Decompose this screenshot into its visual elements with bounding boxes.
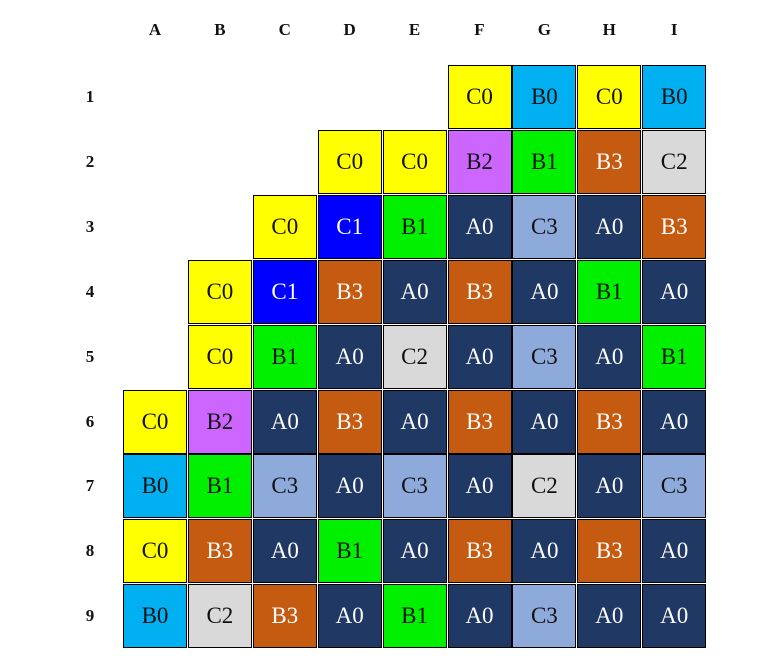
cell-d7: A0 <box>317 454 382 519</box>
cell-e3: B1 <box>382 194 447 259</box>
cell-e7: C3 <box>382 454 447 519</box>
cell-e2: C0 <box>382 129 447 194</box>
cell-e4: A0 <box>382 259 447 324</box>
cell-d3: C1 <box>317 194 382 259</box>
cell-d8: B1 <box>317 519 382 584</box>
cell-i7: C3 <box>642 454 707 519</box>
row-header-9: 9 <box>85 606 95 626</box>
cell-i8: A0 <box>642 519 707 584</box>
row-header-2: 2 <box>85 151 95 171</box>
cell-g9: C3 <box>512 584 577 649</box>
cell-i6: A0 <box>642 389 707 454</box>
cell-e5: C2 <box>382 324 447 389</box>
cell-d2: C0 <box>317 129 382 194</box>
cell-b4: C0 <box>187 259 252 324</box>
cell-f4: B3 <box>447 259 512 324</box>
cell-i1: B0 <box>642 65 707 129</box>
row-header-1: 1 <box>85 87 95 106</box>
cell-f5: A0 <box>447 324 512 389</box>
cell-e6: A0 <box>382 389 447 454</box>
cell-f7: A0 <box>447 454 512 519</box>
cell-b6: B2 <box>187 389 252 454</box>
cell-g8: A0 <box>512 519 577 584</box>
cell-a8: C0 <box>123 519 187 584</box>
cell-f9: A0 <box>447 584 512 649</box>
cell-d5: A0 <box>317 324 382 389</box>
cell-i5: B1 <box>642 324 707 389</box>
cell-d9: A0 <box>317 584 382 649</box>
cell-h1: C0 <box>577 65 642 129</box>
cell-c5: B1 <box>252 324 317 389</box>
cell-g1: B0 <box>512 65 577 129</box>
cell-g3: C3 <box>512 194 577 259</box>
column-header-f: F <box>474 20 485 39</box>
cell-c6: A0 <box>252 389 317 454</box>
cell-g2: B1 <box>512 129 577 194</box>
cell-h9: A0 <box>577 584 642 649</box>
cell-c8: A0 <box>252 519 317 584</box>
cell-d6: B3 <box>317 389 382 454</box>
cell-h6: B3 <box>577 389 642 454</box>
row-header-8: 8 <box>85 541 95 561</box>
cell-e8: A0 <box>382 519 447 584</box>
cell-h2: B3 <box>577 129 642 194</box>
cell-f6: B3 <box>447 389 512 454</box>
cell-g5: C3 <box>512 324 577 389</box>
cell-c4: C1 <box>252 259 317 324</box>
cell-e9: B1 <box>382 584 447 649</box>
cell-i2: C2 <box>642 129 707 194</box>
cell-a9: B0 <box>123 584 187 649</box>
row-header-5: 5 <box>85 346 95 366</box>
cell-i3: B3 <box>642 194 707 259</box>
cell-c7: C3 <box>252 454 317 519</box>
column-header-a: A <box>148 20 162 39</box>
row-header-4: 4 <box>85 281 95 301</box>
cell-g7: C2 <box>512 454 577 519</box>
cell-f1: C0 <box>447 65 512 129</box>
cell-h5: A0 <box>577 324 642 389</box>
cell-h4: B1 <box>577 259 642 324</box>
row-header-3: 3 <box>85 216 95 236</box>
cell-g4: A0 <box>512 259 577 324</box>
cell-h3: A0 <box>577 194 642 259</box>
cell-i9: A0 <box>642 584 707 649</box>
cell-i4: A0 <box>642 259 707 324</box>
cell-f2: B2 <box>447 129 512 194</box>
cell-a7: B0 <box>123 454 187 519</box>
row-header-6: 6 <box>85 411 95 431</box>
cell-b7: B1 <box>187 454 252 519</box>
column-header-d: D <box>343 20 356 39</box>
cell-b9: C2 <box>187 584 252 649</box>
column-header-b: B <box>214 20 226 39</box>
cell-g6: A0 <box>512 389 577 454</box>
cell-a6: C0 <box>123 389 187 454</box>
column-header-e: E <box>408 20 421 39</box>
column-header-g: G <box>537 20 551 39</box>
column-header-h: H <box>602 20 616 39</box>
cell-h8: B3 <box>577 519 642 584</box>
cell-f3: A0 <box>447 194 512 259</box>
cell-f8: B3 <box>447 519 512 584</box>
cell-d4: B3 <box>317 259 382 324</box>
row-header-7: 7 <box>85 476 95 496</box>
cell-b8: B3 <box>187 519 252 584</box>
column-header-i: I <box>670 20 678 39</box>
column-header-c: C <box>278 20 291 39</box>
cell-b5: C0 <box>187 324 252 389</box>
cell-h7: A0 <box>577 454 642 519</box>
cell-c9: B3 <box>252 584 317 649</box>
cell-c3: C0 <box>252 194 317 259</box>
